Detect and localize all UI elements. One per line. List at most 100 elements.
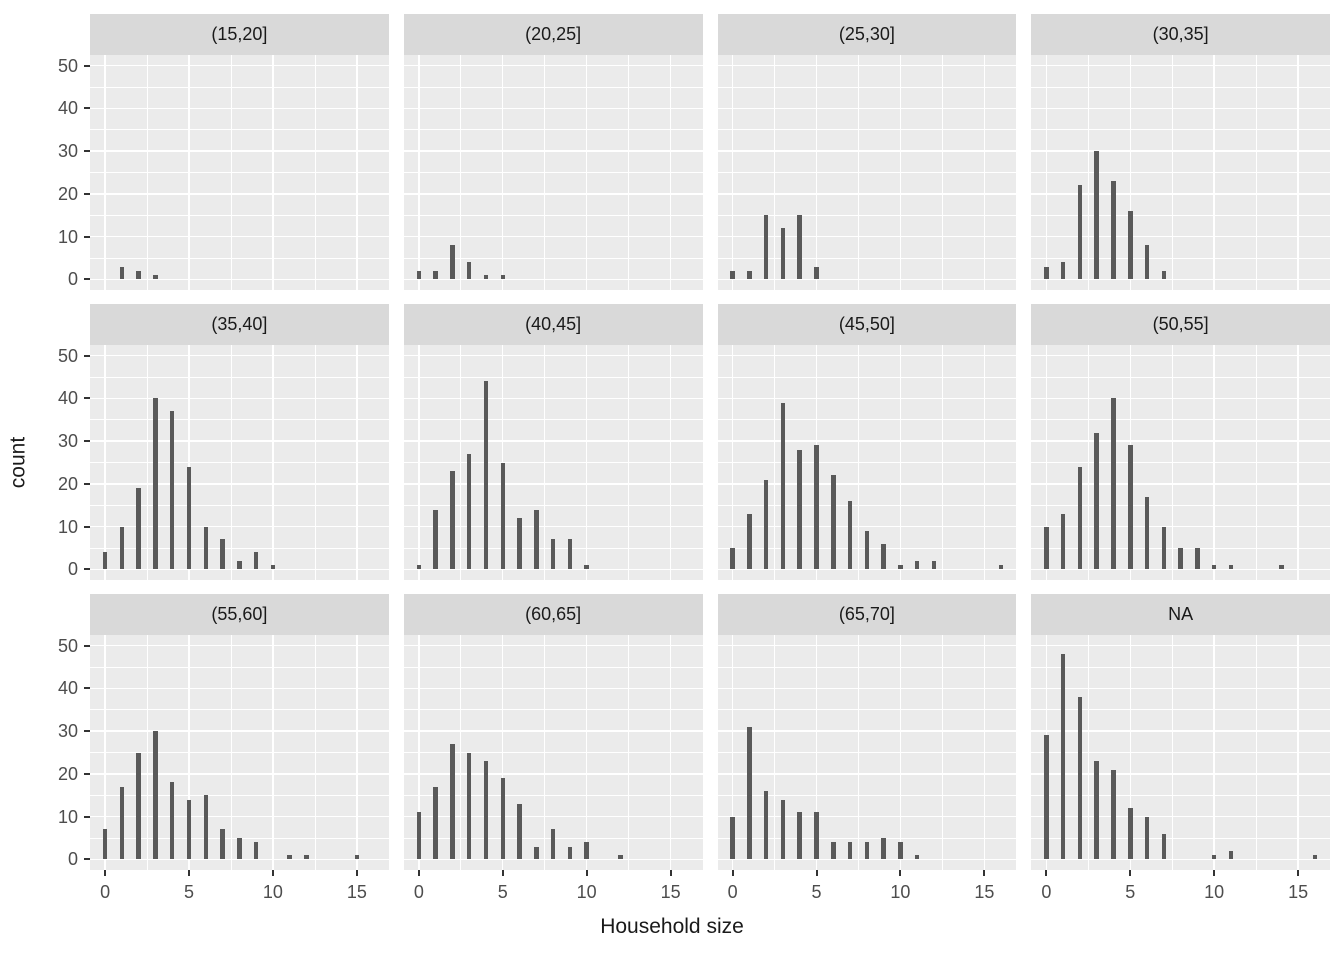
gridline-minor-x: [628, 635, 629, 870]
histogram-bar: [847, 842, 853, 860]
gridline-major-x: [1213, 345, 1215, 580]
gridline-minor-x: [774, 345, 775, 580]
gridline-major-x: [1045, 55, 1048, 290]
gridline-major-x: [1213, 55, 1215, 290]
gridline-major-y: [1031, 354, 1330, 357]
histogram-bar: [483, 761, 489, 860]
gridline-major-x: [272, 345, 274, 580]
x-axis-tick: [669, 870, 672, 876]
histogram-bar: [931, 560, 937, 570]
histogram-bar: [354, 855, 360, 860]
y-axis-tick: [84, 730, 90, 733]
gridline-minor-x: [774, 55, 775, 290]
histogram-bar: [864, 842, 870, 860]
gridline-minor-x: [460, 345, 462, 580]
histogram-bar: [1111, 398, 1116, 570]
gridline-minor-y: [403, 504, 703, 506]
gridline-major-y: [90, 568, 389, 570]
facet-strip: (15,20]: [90, 14, 389, 55]
histogram-bar: [747, 270, 752, 280]
gridline-minor-y: [1031, 214, 1330, 216]
y-tick-label: 50: [57, 345, 78, 366]
histogram-bar: [998, 565, 1004, 570]
facet-strip: (35,40]: [90, 304, 389, 345]
gridline-major-x: [188, 345, 190, 580]
gridline-minor-y: [90, 547, 389, 549]
histogram-bar: [416, 812, 422, 860]
gridline-major-x: [731, 635, 734, 870]
gridline-major-y: [90, 64, 389, 67]
histogram-bar: [1044, 266, 1049, 280]
gridline-major-y: [717, 64, 1017, 67]
gridline-minor-x: [942, 345, 943, 580]
gridline-minor-y: [1031, 837, 1330, 839]
gridline-major-y: [403, 64, 703, 67]
gridline-major-y: [1031, 440, 1330, 442]
facet-strip: (60,65]: [403, 594, 703, 635]
gridline-major-y: [90, 150, 389, 152]
gridline-major-y: [403, 397, 703, 400]
histogram-bar: [864, 530, 870, 570]
y-axis-tick: [84, 397, 90, 400]
gridline-major-y: [90, 483, 389, 485]
x-axis-title: Household size: [600, 915, 744, 938]
gridline-minor-y: [90, 86, 389, 88]
histogram-bar: [881, 837, 886, 860]
gridline-major-y: [90, 278, 389, 280]
gridline-major-y: [403, 107, 703, 110]
gridline-minor-y: [1031, 257, 1330, 259]
gridline-minor-y: [1031, 172, 1330, 173]
gridline-major-y: [403, 354, 703, 357]
histogram-bar: [136, 488, 141, 570]
facet-strip: (30,35]: [1031, 14, 1330, 55]
histogram-bar: [220, 539, 225, 570]
gridline-minor-x: [460, 635, 462, 870]
histogram-bar: [847, 500, 853, 570]
histogram-bar: [1144, 245, 1150, 280]
gridline-minor-y: [90, 504, 389, 506]
histogram-bar: [1060, 654, 1066, 860]
x-axis-tick: [815, 870, 818, 876]
facet-strip-label: (55,60]: [211, 604, 268, 624]
facet-strip-label: (65,70]: [838, 604, 895, 624]
gridline-minor-x: [1087, 55, 1089, 290]
x-tick-label: 0: [413, 882, 424, 902]
histogram-bar: [433, 270, 438, 280]
histogram-bar: [500, 778, 506, 860]
gridline-major-y: [717, 235, 1017, 238]
y-tick-label: 0: [67, 559, 78, 580]
x-axis-tick: [585, 870, 588, 876]
gridline-major-x: [1129, 635, 1131, 870]
gridline-minor-y: [1031, 462, 1330, 463]
gridline-minor-x: [314, 635, 316, 870]
gridline-major-y: [403, 730, 703, 732]
gridline-major-y: [403, 687, 703, 690]
gridline-major-y: [90, 193, 389, 195]
gridline-major-y: [717, 354, 1017, 357]
histogram-bar: [1094, 761, 1099, 860]
y-axis-tick: [84, 64, 90, 67]
histogram-bar: [914, 855, 920, 860]
histogram-bar: [253, 842, 259, 860]
gridline-major-y: [717, 440, 1017, 442]
gridline-minor-x: [230, 55, 232, 290]
gridline-major-x: [731, 345, 734, 580]
histogram-bar: [914, 560, 920, 570]
x-axis-tick: [983, 870, 986, 876]
gridline-major-y: [1031, 644, 1330, 647]
x-tick-label: 15: [974, 882, 995, 902]
x-axis-tick: [1213, 870, 1216, 876]
histogram-bar: [1060, 262, 1066, 280]
histogram-bar: [450, 245, 455, 280]
gridline-major-y: [90, 644, 389, 647]
gridline-minor-y: [717, 752, 1017, 753]
gridline-major-y: [403, 644, 703, 647]
histogram-bar: [780, 402, 786, 570]
histogram-bar: [169, 411, 175, 570]
histogram-bar: [567, 846, 573, 860]
histogram-bar: [433, 509, 438, 570]
gridline-major-y: [1031, 815, 1330, 818]
y-axis-title: count: [6, 436, 30, 489]
gridline-major-x: [104, 55, 106, 290]
